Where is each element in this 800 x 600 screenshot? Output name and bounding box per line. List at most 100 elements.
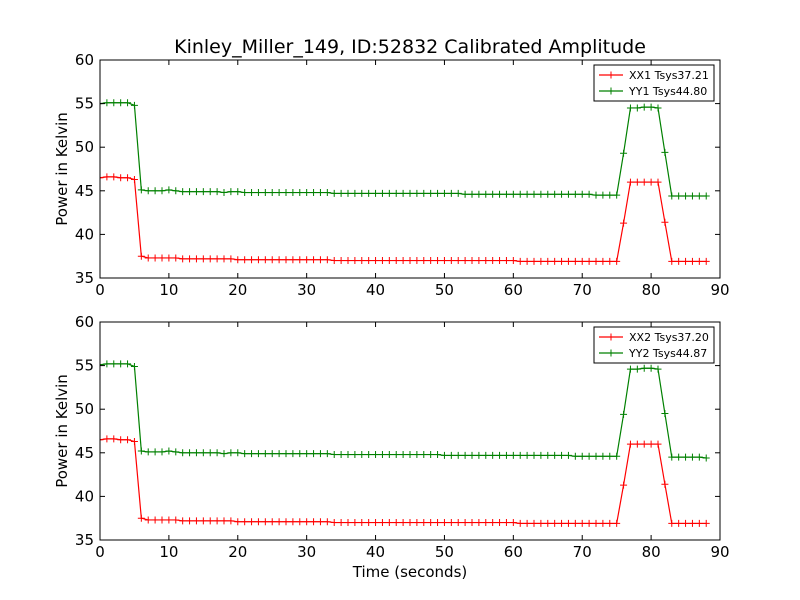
data-point-marker xyxy=(440,519,448,527)
data-point-marker xyxy=(489,257,497,265)
data-point-marker xyxy=(620,481,628,489)
data-point-marker xyxy=(227,255,235,263)
data-point-marker xyxy=(454,519,462,527)
data-point-marker xyxy=(447,451,455,459)
data-point-marker xyxy=(316,189,324,197)
data-point-marker xyxy=(337,451,345,459)
data-point-marker xyxy=(351,519,359,527)
data-point-marker xyxy=(220,517,228,525)
legend-box xyxy=(593,326,715,364)
data-point-marker xyxy=(523,257,531,265)
data-point-marker xyxy=(344,451,352,459)
data-point-marker xyxy=(482,190,490,198)
data-point-marker xyxy=(571,452,579,460)
data-point-marker xyxy=(234,188,242,196)
data-point-marker xyxy=(502,257,510,265)
data-point-marker xyxy=(675,192,683,200)
data-point-marker xyxy=(434,189,442,197)
y-tick-label: 40 xyxy=(75,487,94,505)
data-point-marker xyxy=(186,255,194,263)
data-point-marker xyxy=(537,257,545,265)
data-point-marker xyxy=(675,257,683,265)
data-point-marker xyxy=(275,189,283,197)
data-point-marker xyxy=(316,450,324,458)
data-point-marker xyxy=(599,452,607,460)
data-point-marker xyxy=(144,516,152,524)
data-point-marker xyxy=(558,190,566,198)
data-point-marker xyxy=(688,453,696,461)
data-point-marker xyxy=(544,451,552,459)
data-point-marker xyxy=(530,519,538,527)
data-point-marker xyxy=(461,257,469,265)
data-point-marker xyxy=(117,99,125,107)
data-point-marker xyxy=(137,252,145,260)
data-point-marker xyxy=(316,518,324,526)
data-point-marker xyxy=(647,178,655,186)
data-point-marker xyxy=(564,519,572,527)
data-point-marker xyxy=(661,410,669,418)
data-point-marker xyxy=(502,190,510,198)
data-point-marker xyxy=(613,191,621,199)
data-point-marker xyxy=(248,256,256,264)
data-point-marker xyxy=(606,452,614,460)
data-point-marker xyxy=(399,257,407,265)
data-point-marker xyxy=(310,518,318,526)
data-point-marker xyxy=(427,451,435,459)
data-point-marker xyxy=(351,451,359,459)
data-point-marker xyxy=(117,174,125,182)
data-point-marker xyxy=(275,450,283,458)
data-point-marker xyxy=(385,519,393,527)
data-point-marker xyxy=(647,440,655,448)
data-point-marker xyxy=(413,189,421,197)
data-point-marker xyxy=(434,451,442,459)
data-point-marker xyxy=(151,448,159,456)
data-point-marker xyxy=(179,517,187,525)
data-point-marker xyxy=(516,519,524,527)
data-point-marker xyxy=(337,189,345,197)
data-point-marker xyxy=(695,257,703,265)
y-tick-label: 35 xyxy=(75,269,94,287)
data-point-marker xyxy=(289,189,297,197)
data-point-marker xyxy=(578,452,586,460)
data-point-marker xyxy=(330,451,338,459)
data-point-marker xyxy=(254,450,262,458)
data-point-marker xyxy=(192,449,200,457)
data-point-marker xyxy=(606,519,614,527)
data-point-marker xyxy=(427,257,435,265)
data-point-marker xyxy=(158,187,166,195)
data-point-marker xyxy=(640,103,648,111)
y-axis-label: Power in Kelvin xyxy=(53,374,71,488)
data-point-marker xyxy=(344,519,352,527)
data-point-marker xyxy=(626,440,634,448)
data-point-marker xyxy=(427,189,435,197)
data-point-marker xyxy=(626,365,634,373)
data-point-marker xyxy=(392,519,400,527)
data-point-marker xyxy=(172,448,180,456)
data-point-marker xyxy=(544,519,552,527)
legend-label: YY1 Tsys44.80 xyxy=(628,85,707,98)
data-point-marker xyxy=(254,189,262,197)
data-point-marker xyxy=(392,451,400,459)
data-point-marker xyxy=(372,257,380,265)
data-point-marker xyxy=(496,190,504,198)
data-point-marker xyxy=(241,189,249,197)
data-point-marker xyxy=(544,257,552,265)
data-point-marker xyxy=(206,449,214,457)
data-point-marker xyxy=(509,451,517,459)
legend: XX1 Tsys37.21 YY1 Tsys44.80 xyxy=(593,64,715,102)
data-point-marker xyxy=(289,256,297,264)
data-point-marker xyxy=(110,435,118,443)
data-point-marker xyxy=(372,189,380,197)
data-point-marker xyxy=(372,519,380,527)
data-point-marker xyxy=(461,451,469,459)
data-point-marker xyxy=(358,519,366,527)
data-point-marker xyxy=(537,190,545,198)
data-point-marker xyxy=(296,189,304,197)
series-1-group xyxy=(100,173,710,265)
data-point-marker xyxy=(537,519,545,527)
data-point-marker xyxy=(289,518,297,526)
data-point-marker xyxy=(516,451,524,459)
data-point-marker xyxy=(344,257,352,265)
data-point-marker xyxy=(682,257,690,265)
